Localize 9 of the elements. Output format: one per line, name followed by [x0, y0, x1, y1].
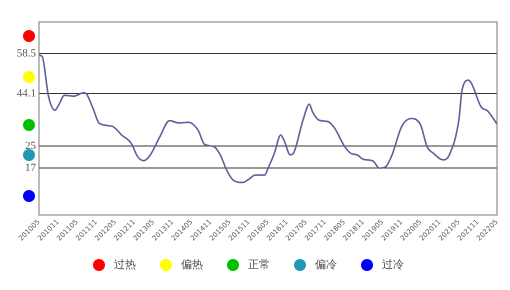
text: 过冷 [382, 258, 404, 272]
text: 正常 [248, 258, 270, 272]
text: 偏冷 [315, 258, 337, 272]
y-tick-label: 58.5 [16, 48, 36, 60]
y-tick-label: 44.1 [16, 87, 36, 100]
y-tick-label: 17 [25, 162, 36, 174]
text: 偏热 [181, 258, 203, 272]
y-tick-label: 25 [25, 140, 36, 152]
text: 过热 [114, 258, 136, 272]
